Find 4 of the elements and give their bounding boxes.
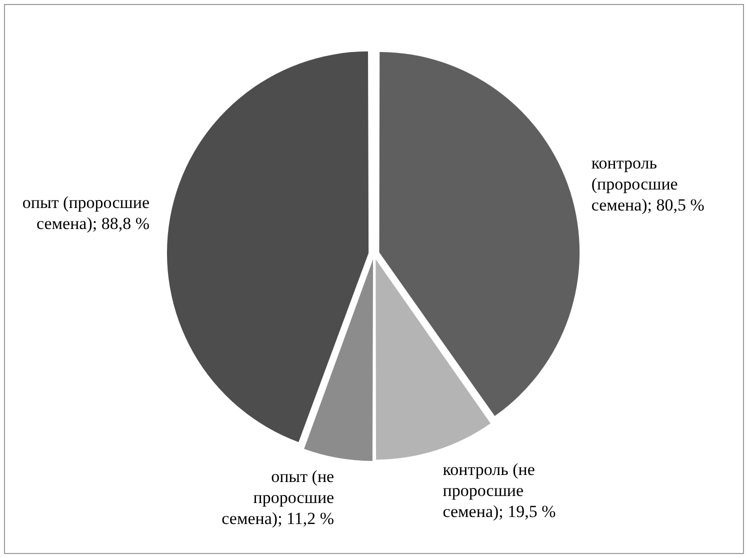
- slice-label: опыт (проросшие семена); 88,8 %: [22, 193, 150, 234]
- slice-label: контроль (не проросшие семена); 19,5 %: [442, 460, 556, 521]
- slice-label: контроль (проросшие семена); 80,5 %: [591, 154, 704, 215]
- slice-label: опыт (не проросшие семена); 11,2 %: [222, 466, 334, 528]
